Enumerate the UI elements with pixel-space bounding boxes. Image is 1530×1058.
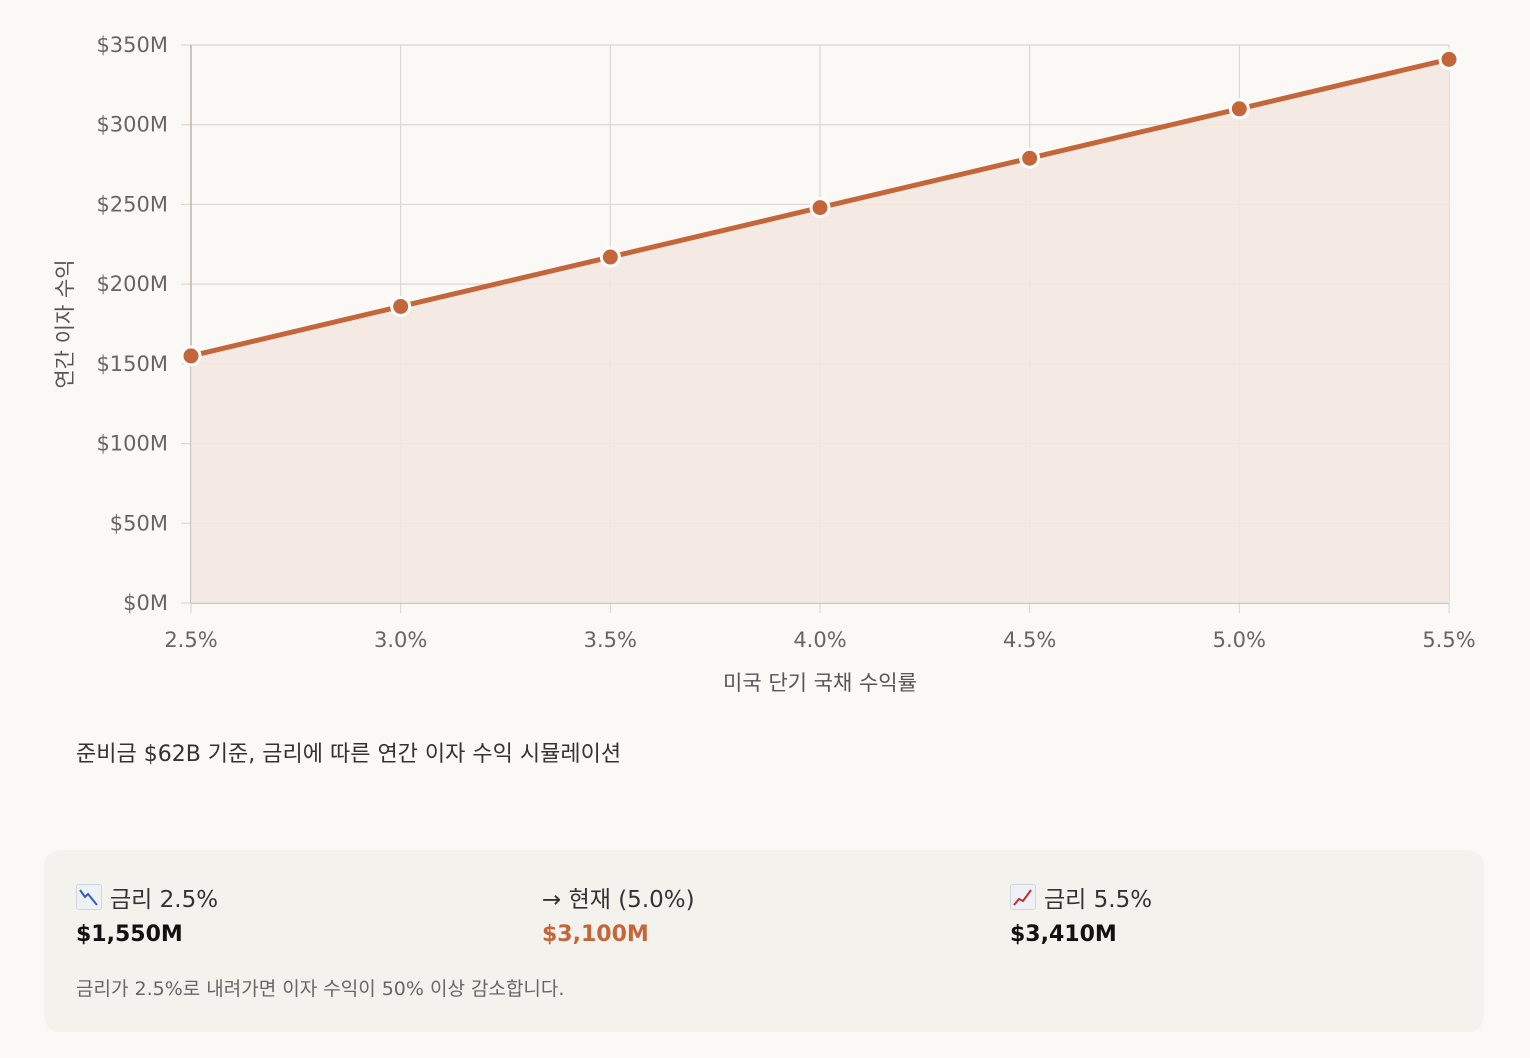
scenario-low-value: $1,550M: [76, 922, 183, 947]
data-points: [180, 48, 1460, 367]
y-tick-label: $50M: [110, 511, 168, 535]
scenario-summary-card: 금리 2.5% $1,550M → 현재 (5.0%) $3,100M 금리 5…: [44, 850, 1484, 1032]
scenario-low-rate: 금리 2.5% $1,550M: [76, 880, 218, 947]
y-tick-label: $100M: [96, 432, 168, 456]
x-tick-label: 2.5%: [164, 628, 217, 652]
x-axis-title: 미국 단기 국채 수익률: [723, 671, 917, 695]
area-fill: [191, 59, 1449, 603]
y-tick-label: $350M: [96, 33, 168, 57]
data-point: [809, 197, 831, 219]
x-tick-label: 4.0%: [793, 628, 846, 652]
scenario-high-rate: 금리 5.5% $3,410M: [1010, 880, 1152, 947]
data-point: [599, 246, 621, 268]
summary-note: 금리가 2.5%로 내려가면 이자 수익이 50% 이상 감소합니다.: [76, 978, 565, 1000]
scenario-current-label: → 현재 (5.0%): [542, 887, 695, 913]
scenario-high-label: 금리 5.5%: [1044, 887, 1153, 913]
y-tick-label: $0M: [123, 591, 168, 615]
y-axis-title: 연간 이자 수익: [53, 259, 77, 388]
chart-caption: 준비금 $62B 기준, 금리에 따른 연간 이자 수익 시뮬레이션: [76, 742, 622, 767]
x-tick-label: 3.5%: [584, 628, 637, 652]
scenario-low-label: 금리 2.5%: [110, 887, 219, 913]
area-fill-path: [191, 59, 1449, 603]
x-tick-label: 5.0%: [1213, 628, 1266, 652]
interest-income-chart: $0M $50M $100M $150M $200M $250M $300M $350M 2.…: [53, 33, 1476, 695]
data-point: [1438, 48, 1460, 70]
chart-decreasing-icon: [76, 884, 102, 910]
x-axis-ticks: 2.5% 3.0% 3.5% 4.0% 4.5% 5.0% 5.5%: [164, 628, 1475, 652]
y-tick-label: $150M: [96, 352, 168, 376]
x-tick-label: 4.5%: [1003, 628, 1056, 652]
y-tick-label: $200M: [96, 272, 168, 296]
data-point: [1228, 98, 1250, 120]
y-tick-label: $300M: [96, 113, 168, 137]
data-point: [390, 295, 412, 317]
y-axis-ticks: $0M $50M $100M $150M $200M $250M $300M $350M: [96, 33, 168, 615]
scenario-current-value: $3,100M: [542, 922, 649, 947]
data-point: [180, 345, 202, 367]
scenario-high-value: $3,410M: [1010, 922, 1117, 947]
chart-increasing-icon: [1010, 884, 1036, 910]
x-tick-label: 3.0%: [374, 628, 427, 652]
data-point: [1019, 147, 1041, 169]
y-tick-label: $250M: [96, 192, 168, 216]
scenario-current-rate: → 현재 (5.0%) $3,100M: [542, 880, 695, 947]
x-tick-label: 5.5%: [1422, 628, 1475, 652]
